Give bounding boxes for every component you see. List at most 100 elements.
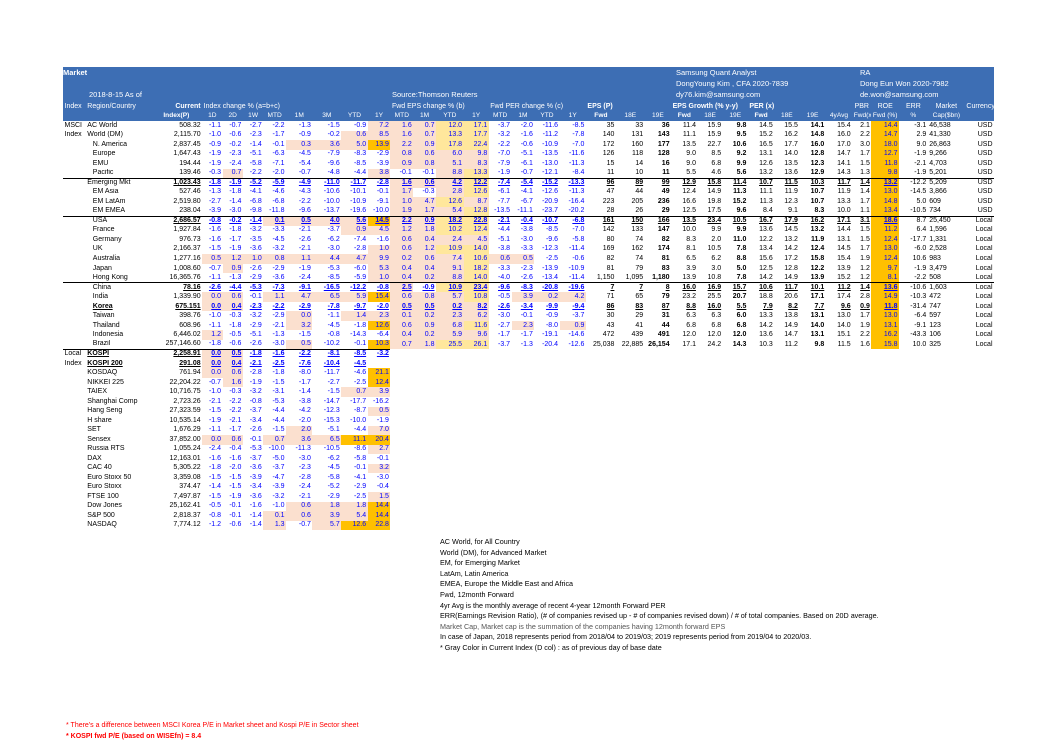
cell: Local [975,235,993,243]
cell: 12.4 [367,377,391,388]
cell: 14.9 [871,292,899,302]
cell: -12.6 [568,340,585,348]
cell: Local [975,255,993,262]
sub-region [85,111,151,122]
cell: 18.2 [436,215,464,226]
cell: 14.5 [837,245,851,253]
cell: 0.6 [390,235,414,245]
cell: 2.0 [286,425,313,436]
cell: -6.1 [520,159,533,167]
cell: Local [975,302,993,310]
cell: -9.7 [354,302,367,310]
cell: 0.2 [534,292,560,302]
cell: 1.6 [860,340,870,348]
cell: 0.5 [511,254,535,264]
cell: -2.2 [272,302,285,310]
table-row: EM EMEA 238.04 -3.9 -3.0 -9.8 -11.8 -9.6 -13.7 -… [63,206,994,217]
cell: 11.3 [759,197,773,205]
table-row: MSCI AC World 508.32 -1.1 -0.7 -2.7 -2.2 -1.3 -1… [63,121,994,131]
cell: -8.6 [354,445,367,453]
cell: 1.1 [860,207,870,215]
cell: -1.9 [498,169,511,177]
cell: 13.9 [810,273,825,281]
cell: 1.7 [860,312,870,320]
cell: -2.2 [286,348,313,359]
cell: -3.0 [298,454,311,462]
cell: -1.1 [208,321,222,329]
cell: 0.2 [390,254,414,264]
cell: 17.1 [463,121,489,131]
cell: 17.1 [682,340,696,348]
cell: 10.9 [436,244,464,255]
cell: 5.1 [436,159,464,169]
cell: -2.1 [488,215,512,226]
cell: -13.5 [494,207,511,215]
cell: 8.4 [762,207,773,215]
cell: 96 [585,177,616,188]
cell: -11.1 [517,207,533,215]
sub-eps-fwd: Fwd [585,111,616,122]
cell: 14.8 [810,131,825,139]
cell: 43 [606,321,615,329]
cell: -3.4 [249,416,262,424]
cell: -2.1 [229,416,242,424]
cell: -1.5 [208,245,222,253]
cell: -13.9 [542,264,559,272]
cell: 13.5 [682,140,696,148]
cell: 9.0 [686,159,696,167]
cell: 6.4 [916,226,927,234]
cell: -0.7 [520,169,533,177]
cell: -1.9 [208,159,222,167]
cell: 16.0 [707,302,722,310]
cell: 28 [606,207,615,215]
cell: 11.2 [825,282,853,293]
cell: -6.8 [272,197,285,205]
cell: -2.3 [249,302,262,310]
cell: 1.4 [852,282,872,293]
cell: -0.7 [208,378,222,386]
cell: 17.7 [784,140,798,148]
cell: -1.9 [208,416,222,424]
cell: -1.4 [298,388,311,396]
cell: -7.9 [498,159,511,167]
cell: -1.6 [376,235,389,243]
note-line: * Gray Color in Current Index (D col) : … [440,642,662,652]
cell: -0.6 [572,255,585,262]
table-row: NIKKEI 225 22,204.22 -0.7 1.6 -1.9 -1.5 -1.7 -2… [63,377,994,388]
cell: 0.9 [390,159,414,169]
cell: 0.4 [390,273,414,283]
cell: 2.0 [711,235,722,243]
cell: 0.0 [202,301,223,312]
note-line: Market Cap, Market cap is the summation … [440,621,726,631]
cell: 0.2 [413,273,436,283]
row-region: USA [85,215,151,226]
cell: 12.3 [810,159,825,167]
cell: Local [975,293,993,301]
cell: -4.5 [354,359,367,367]
cell: 11.2 [871,225,899,236]
sub-eps-18e: 18E [615,111,645,122]
cell: -2.2 [498,140,511,148]
sub-per-ytd: YTD [534,111,560,122]
row-group [63,321,86,331]
cell: 99 [644,177,672,188]
cell: USD [977,188,993,196]
cell: -1.8 [272,369,285,377]
table-row: Shanghai Comp 2,723.26 -2.1 -2.2 -0.8 -5.3 -3.… [63,397,994,407]
row-index: CAC 40 [87,464,112,472]
cell: 0.4 [390,263,414,274]
cell: -8.5 [545,226,559,234]
note-line: Fwd, 12month Forward [440,589,514,599]
cell: -6.1 [498,188,511,196]
cell: -6.7 [520,197,533,205]
cell: 13.0 [871,187,899,198]
cell: -0.9 [208,140,222,148]
cell: 1.5 [860,159,870,167]
cell: 0.7 [413,121,436,131]
cell: 0.0 [202,368,223,378]
cell: 16.0 [837,131,851,139]
cell: 2,837.45 [173,140,201,148]
cell: -7.4 [488,177,512,188]
cell: 11 [662,169,670,177]
cell: -1.2 [208,521,222,529]
